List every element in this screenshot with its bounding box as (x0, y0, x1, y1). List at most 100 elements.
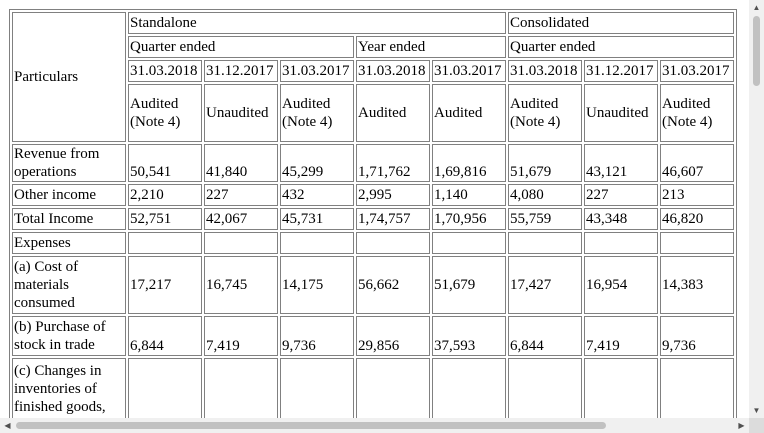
table-cell: 213 (660, 184, 734, 206)
table-cell: 9,736 (660, 316, 734, 356)
vertical-scroll-thumb[interactable] (753, 16, 760, 86)
date-header: 31.03.2018 (508, 60, 582, 82)
table-cell: 16,745 (204, 256, 278, 314)
audit-status: Audited (Note 4) (128, 84, 202, 142)
row-label: Other income (12, 184, 126, 206)
standalone-year-ended-header: Year ended (356, 36, 506, 58)
vertical-scrollbar[interactable]: ▲ ▼ (749, 0, 764, 418)
date-header: 31.03.2017 (432, 60, 506, 82)
table-cell (128, 358, 202, 418)
table-cell: 227 (584, 184, 658, 206)
table-row-cost-of-materials: (a) Cost of materials consumed 17,217 16… (12, 256, 734, 314)
audit-status: Audited (356, 84, 430, 142)
table-cell: 51,679 (432, 256, 506, 314)
horizontal-scrollbar[interactable]: ◀ ▶ (0, 418, 749, 433)
table-row-other-income: Other income 2,210 227 432 2,995 1,140 4… (12, 184, 734, 206)
standalone-quarter-ended-header: Quarter ended (128, 36, 354, 58)
table-row-total-income: Total Income 52,751 42,067 45,731 1,74,7… (12, 208, 734, 230)
scroll-up-arrow-icon[interactable]: ▲ (752, 3, 761, 12)
table-row-changes-in-inventories: (c) Changes in inventories of finished g… (12, 358, 734, 418)
table-cell (584, 232, 658, 254)
audit-status: Audited (432, 84, 506, 142)
date-header: 31.12.2017 (584, 60, 658, 82)
table-row-expenses: Expenses (12, 232, 734, 254)
audit-status: Audited (Note 4) (280, 84, 354, 142)
table-cell: 6,844 (128, 316, 202, 356)
table-cell (356, 358, 430, 418)
table-cell: 43,348 (584, 208, 658, 230)
table-cell: 1,71,762 (356, 144, 430, 182)
table-row-purchase-stock: (b) Purchase of stock in trade 6,844 7,4… (12, 316, 734, 356)
particulars-header: Particulars (12, 12, 126, 142)
row-label: (b) Purchase of stock in trade (12, 316, 126, 356)
table-cell: 37,593 (432, 316, 506, 356)
table-cell: 432 (280, 184, 354, 206)
table-cell: 50,541 (128, 144, 202, 182)
header-row-dates: 31.03.2018 31.12.2017 31.03.2017 31.03.2… (12, 60, 734, 82)
scrollbar-corner (749, 418, 764, 433)
document-viewport: Particulars Standalone Consolidated Quar… (9, 9, 737, 418)
audit-status: Audited (Note 4) (508, 84, 582, 142)
table-row-revenue: Revenue from operations 50,541 41,840 45… (12, 144, 734, 182)
table-cell: 14,383 (660, 256, 734, 314)
table-cell: 7,419 (204, 316, 278, 356)
table-cell: 4,080 (508, 184, 582, 206)
table-cell: 45,299 (280, 144, 354, 182)
table-cell (128, 232, 202, 254)
horizontal-scroll-thumb[interactable] (16, 422, 606, 429)
table-cell (660, 232, 734, 254)
table-cell (356, 232, 430, 254)
table-cell: 55,759 (508, 208, 582, 230)
table-cell (280, 358, 354, 418)
table-cell (508, 232, 582, 254)
table-cell: 2,995 (356, 184, 430, 206)
table-cell (280, 232, 354, 254)
financial-results-table: Particulars Standalone Consolidated Quar… (9, 9, 737, 418)
table-cell: 1,74,757 (356, 208, 430, 230)
table-cell (584, 358, 658, 418)
consolidated-quarter-ended-header: Quarter ended (508, 36, 734, 58)
table-cell: 1,140 (432, 184, 506, 206)
header-row-audit-status: Audited (Note 4) Unaudited Audited (Note… (12, 84, 734, 142)
date-header: 31.03.2017 (660, 60, 734, 82)
consolidated-header: Consolidated (508, 12, 734, 34)
table-cell: 51,679 (508, 144, 582, 182)
table-cell (204, 358, 278, 418)
table-cell: 14,175 (280, 256, 354, 314)
audit-status: Audited (Note 4) (660, 84, 734, 142)
table-cell: 41,840 (204, 144, 278, 182)
table-cell: 16,954 (584, 256, 658, 314)
table-cell (508, 358, 582, 418)
table-cell: 17,217 (128, 256, 202, 314)
row-label: Revenue from operations (12, 144, 126, 182)
header-row-periods: Quarter ended Year ended Quarter ended (12, 36, 734, 58)
table-cell: 227 (204, 184, 278, 206)
scroll-down-arrow-icon[interactable]: ▼ (752, 406, 761, 415)
table-cell: 56,662 (356, 256, 430, 314)
scroll-right-arrow-icon[interactable]: ▶ (738, 421, 745, 430)
table-cell: 46,607 (660, 144, 734, 182)
table-cell: 43,121 (584, 144, 658, 182)
table-cell: 2,210 (128, 184, 202, 206)
standalone-header: Standalone (128, 12, 506, 34)
scroll-left-arrow-icon[interactable]: ◀ (4, 421, 11, 430)
table-cell: 9,736 (280, 316, 354, 356)
audit-status: Unaudited (584, 84, 658, 142)
table-cell (432, 358, 506, 418)
table-cell: 7,419 (584, 316, 658, 356)
date-header: 31.03.2018 (356, 60, 430, 82)
row-label: (c) Changes in inventories of finished g… (12, 358, 126, 418)
table-cell (204, 232, 278, 254)
date-header: 31.03.2018 (128, 60, 202, 82)
table-cell (432, 232, 506, 254)
audit-status: Unaudited (204, 84, 278, 142)
table-cell: 6,844 (508, 316, 582, 356)
table-cell: 1,70,956 (432, 208, 506, 230)
table-cell (660, 358, 734, 418)
row-label: Expenses (12, 232, 126, 254)
table-cell: 42,067 (204, 208, 278, 230)
table-cell: 17,427 (508, 256, 582, 314)
table-cell: 29,856 (356, 316, 430, 356)
table-cell: 46,820 (660, 208, 734, 230)
row-label: Total Income (12, 208, 126, 230)
